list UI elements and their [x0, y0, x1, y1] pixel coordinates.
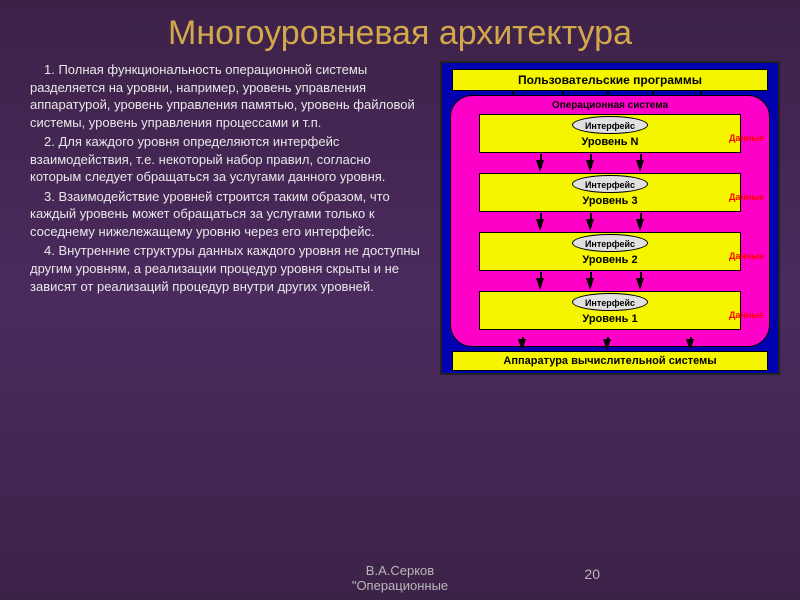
interface-oval: Интерфейс — [572, 116, 648, 134]
paragraph-1: 1. Полная функциональность операционной … — [30, 61, 422, 131]
arrow-head — [603, 339, 611, 351]
author-name: В.А.Серков — [366, 563, 434, 578]
footer: В.А.Серков "Операционные — [0, 564, 800, 594]
data-label: Данные — [729, 133, 764, 143]
interface-oval: Интерфейс — [572, 293, 648, 311]
data-label: Данные — [729, 251, 764, 261]
data-label: Данные — [729, 192, 764, 202]
diagram-column: Пользовательские программы Операционная … — [440, 61, 780, 375]
data-label: Данные — [729, 310, 764, 320]
interface-oval: Интерфейс — [572, 234, 648, 252]
interface-oval: Интерфейс — [572, 175, 648, 193]
level-1-label: Уровень 1 — [480, 312, 740, 327]
arrow-head — [686, 339, 694, 351]
text-column: 1. Полная функциональность операционной … — [30, 61, 422, 375]
paragraph-2: 2. Для каждого уровня определяются интер… — [30, 133, 422, 186]
level-n-box: Интерфейс Уровень N Данные — [479, 114, 741, 153]
course-name: "Операционные — [352, 578, 448, 593]
arrow-head — [586, 278, 594, 290]
arrow-head — [636, 219, 644, 231]
level-2-box: Интерфейс Уровень 2 Данные — [479, 232, 741, 271]
level-1-box: Интерфейс Уровень 1 Данные — [479, 291, 741, 330]
arrow-head — [586, 219, 594, 231]
hardware-box: Аппаратура вычислительной системы — [452, 351, 768, 371]
content-area: 1. Полная функциональность операционной … — [0, 61, 800, 375]
arrow-head — [536, 278, 544, 290]
arrow-head — [636, 278, 644, 290]
paragraph-4: 4. Внутренние структуры данных каждого у… — [30, 242, 422, 295]
arrow-head — [586, 160, 594, 172]
os-label: Операционная система — [451, 100, 769, 111]
slide-title: Многоуровневая архитектура — [0, 0, 800, 61]
arrow-head — [536, 160, 544, 172]
arrow-head — [636, 160, 644, 172]
paragraph-3: 3. Взаимодействие уровней строится таким… — [30, 188, 422, 241]
level-2-label: Уровень 2 — [480, 253, 740, 268]
arrow-head — [536, 219, 544, 231]
architecture-diagram: Пользовательские программы Операционная … — [440, 61, 780, 375]
os-container: Операционная система Интерфейс Уровень N… — [450, 95, 770, 347]
arrow-head — [518, 339, 526, 351]
level-3-label: Уровень 3 — [480, 194, 740, 209]
level-3-box: Интерфейс Уровень 3 Данные — [479, 173, 741, 212]
level-n-label: Уровень N — [480, 135, 740, 150]
user-programs-box: Пользовательские программы — [452, 69, 768, 91]
